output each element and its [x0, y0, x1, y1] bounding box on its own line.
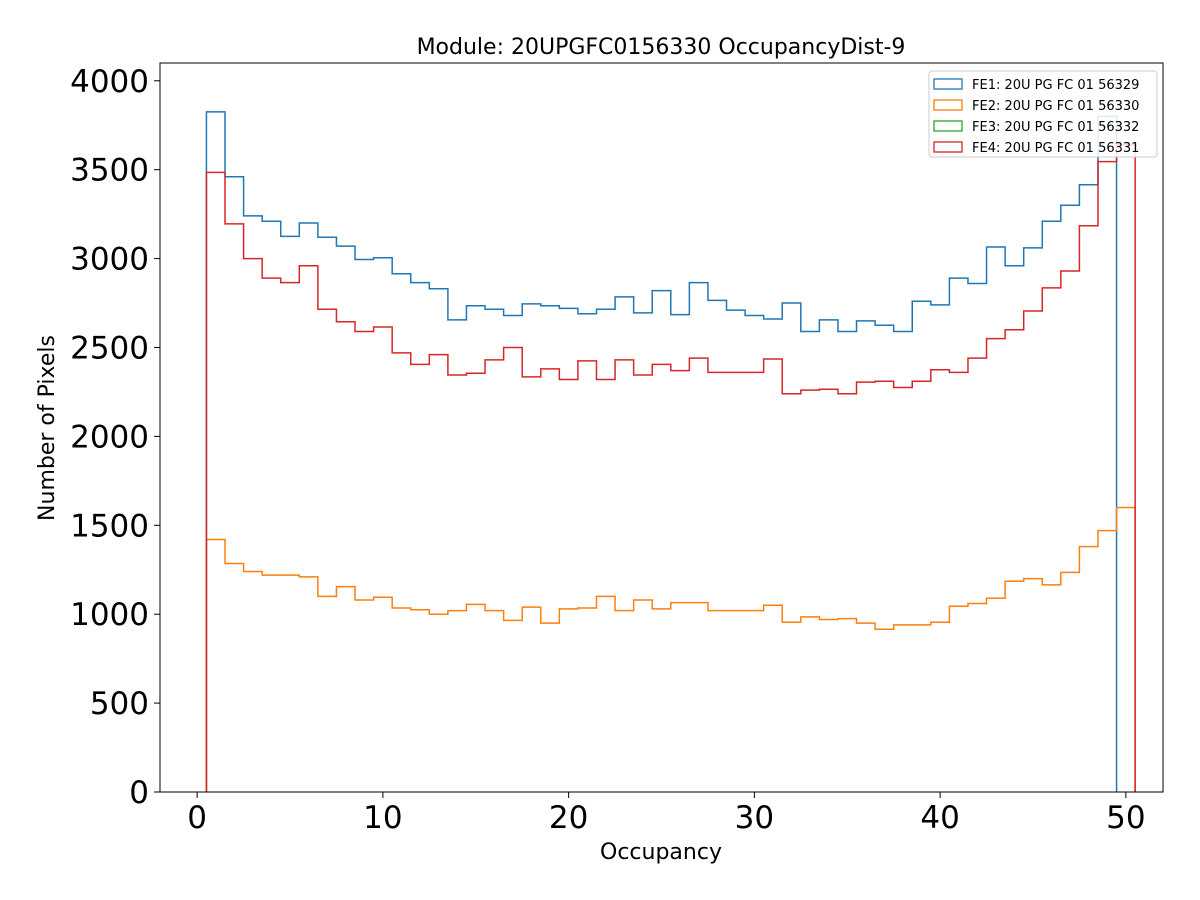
y-tick-label: 500 [90, 686, 149, 722]
x-tick-label: 30 [735, 800, 774, 836]
axes: 0 10 20 30 40 5005001000150020002500300035004… [70, 62, 1164, 836]
legend-label-fe1: FE1: 20U PG FC 01 56329 [972, 78, 1139, 93]
y-tick-label: 3500 [70, 153, 149, 189]
legend-label-fe4: FE4: 20U PG FC 01 56331 [972, 141, 1139, 156]
y-tick-label: 2500 [70, 330, 149, 366]
legend-swatch-fe1 [933, 78, 963, 90]
x-axis-label: Occupancy [600, 840, 722, 865]
y-axis-label: Number of Pixels [35, 335, 60, 521]
y-tick-label: 2000 [70, 419, 149, 455]
y-tick-label: 1000 [70, 597, 149, 633]
y-tick-label: 1500 [70, 508, 149, 544]
series-line-fe1 [205, 111, 1118, 792]
series-line-fe4 [205, 144, 1136, 792]
plot-area [205, 111, 1136, 792]
x-tick-label: 20 [549, 800, 588, 836]
x-tick-label: 0 [187, 800, 207, 836]
x-tick-label: 10 [363, 800, 402, 836]
legend-box [928, 70, 1158, 158]
legend-swatch-fe4 [933, 141, 963, 153]
legend-swatch-fe3 [933, 120, 963, 132]
y-tick-label: 3000 [70, 242, 149, 278]
legend-label-fe3: FE3: 20U PG FC 01 56332 [972, 120, 1139, 135]
legend-label-fe2: FE2: 20U PG FC 01 56330 [972, 99, 1139, 114]
x-tick-label: 50 [1106, 800, 1145, 836]
y-tick-label: 0 [129, 775, 149, 811]
plot-frame [159, 62, 1164, 793]
x-tick-label: 40 [920, 800, 959, 836]
legend-swatch-fe2 [933, 99, 963, 111]
series-line-fe2 [205, 506, 1136, 792]
y-tick-label: 4000 [70, 64, 149, 100]
legend: FE1: 20U PG FC 01 56329 FE2: 20U PG FC 01… [928, 70, 1158, 158]
chart-title: Module: 20UPGFC0156330 OccupancyDist-9 [417, 35, 906, 60]
